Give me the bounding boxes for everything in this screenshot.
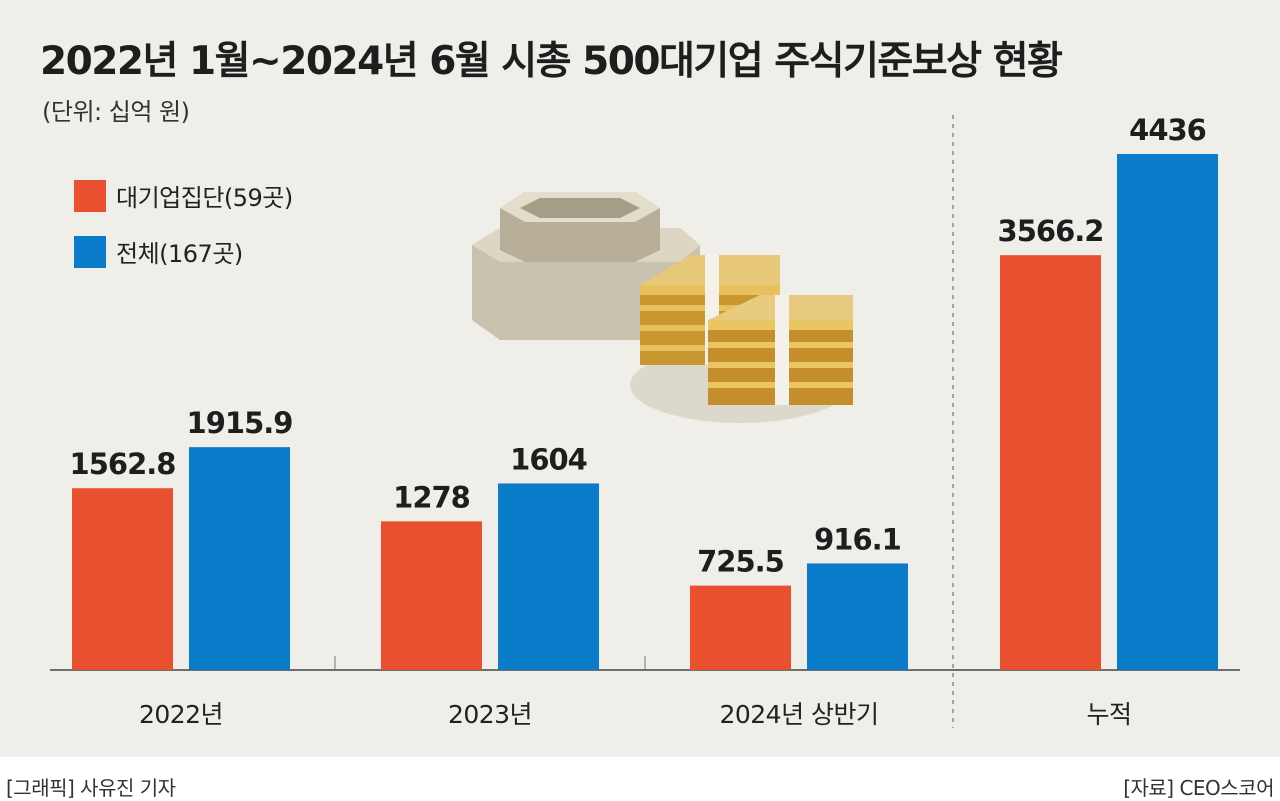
legend-item-total: 전체(167곳) [74,234,243,269]
data-label: 4436 [1129,113,1206,147]
x-tick-label: 누적 [1086,700,1131,729]
money-illustration [472,192,853,423]
bar-total [498,483,599,670]
legend-label: 대기업집단(59곳) [116,184,293,212]
bar-conglomerate [1000,255,1101,670]
data-label: 725.5 [697,545,784,579]
x-tick-label: 2023년 [448,700,532,729]
bar-total [807,563,908,670]
graphic-credit: [그래픽] 사유진 기자 [6,776,176,800]
data-label: 1604 [510,442,587,476]
x-tick-label: 2022년 [139,700,223,729]
legend-swatch-blue [74,235,106,268]
data-label: 3566.2 [998,214,1104,248]
source-credit: [자료] CEO스코어 [1123,776,1274,800]
bar-conglomerate [381,521,482,670]
x-tick-label: 2024년 상반기 [719,700,878,729]
bar-conglomerate [690,585,791,670]
chart-title: 2022년 1월~2024년 6월 시총 500대기업 주식기준보상 현황 [40,39,1063,84]
data-label: 1915.9 [187,406,293,440]
data-label: 916.1 [814,522,901,556]
legend-swatch-red [74,179,106,212]
legend-label: 전체(167곳) [116,240,243,268]
data-label: 1278 [393,480,470,514]
unit-label: (단위: 십억 원) [42,98,190,126]
bar-conglomerate [72,488,173,670]
bar-total [189,447,290,670]
legend-item-conglomerate: 대기업집단(59곳) [74,178,293,213]
bar-chart: 1562.8 1915.9 2022년 1278 1604 2023년 725.5 916.1… [50,113,1240,729]
data-label: 1562.8 [70,447,176,481]
bar-total [1117,154,1218,670]
